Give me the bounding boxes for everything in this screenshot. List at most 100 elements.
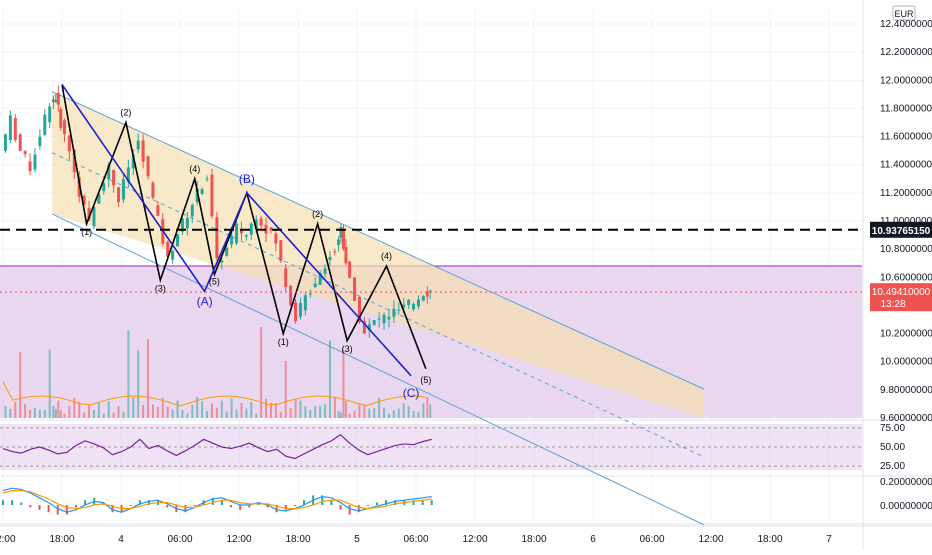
macd-tick-label: 0.20000000 bbox=[880, 477, 932, 488]
candle-body bbox=[284, 268, 288, 288]
candle-body bbox=[289, 285, 293, 306]
channels bbox=[51, 91, 705, 526]
volume-bar bbox=[245, 408, 248, 418]
macd-line bbox=[2, 487, 432, 513]
volume-bar bbox=[142, 404, 145, 418]
rsi-line bbox=[2, 433, 432, 460]
y-tick-label: 11.60000000 bbox=[880, 132, 932, 143]
volume-bar bbox=[9, 408, 12, 418]
candle-body bbox=[151, 182, 155, 198]
volume-bars bbox=[2, 326, 432, 418]
volume-bar bbox=[24, 404, 27, 418]
volume-bar bbox=[19, 352, 22, 418]
candle-body bbox=[377, 318, 381, 320]
volume-bar bbox=[38, 409, 41, 418]
macd-hist-bar bbox=[47, 505, 50, 513]
volume-bar bbox=[304, 406, 307, 418]
volume-bar bbox=[57, 400, 60, 418]
candle-body bbox=[362, 320, 366, 334]
macd-hist-bar bbox=[321, 495, 324, 505]
volume-bar bbox=[102, 413, 105, 418]
candle-body bbox=[38, 136, 42, 146]
x-tick-label: 06:00 bbox=[639, 534, 664, 545]
rsi-tick-label: 25.00 bbox=[880, 461, 905, 472]
macd-hist-bar bbox=[74, 505, 77, 508]
rsi-panel: 75.00 50.00 25.00 bbox=[0, 423, 905, 472]
candle-body bbox=[328, 256, 332, 260]
volume-bar bbox=[255, 413, 258, 418]
volume-bar bbox=[269, 402, 272, 418]
wave-label: (3) bbox=[342, 344, 353, 354]
x-tick-label: 18:00 bbox=[521, 534, 546, 545]
volume-bar bbox=[340, 412, 343, 418]
volume-bar bbox=[171, 409, 174, 418]
candle-body bbox=[254, 219, 258, 230]
volume-bar bbox=[417, 412, 420, 418]
candle-body bbox=[412, 304, 416, 310]
volume-bar bbox=[314, 405, 317, 418]
volume-bar bbox=[383, 407, 386, 418]
volume-bar bbox=[54, 409, 57, 418]
x-tick-label: 18:00 bbox=[285, 534, 310, 545]
wave-lines bbox=[61, 84, 427, 377]
macd-hist-bar bbox=[193, 505, 196, 506]
volume-bar bbox=[328, 340, 331, 418]
candle-body bbox=[259, 218, 263, 226]
candle-body bbox=[102, 183, 106, 192]
candle-body bbox=[146, 156, 150, 177]
currency-label: EUR bbox=[894, 9, 914, 19]
volume-bar bbox=[112, 412, 115, 418]
volume-bar bbox=[201, 400, 204, 418]
x-tick-label: 18:00 bbox=[757, 534, 782, 545]
wave-label: (2) bbox=[312, 209, 323, 219]
candle-body bbox=[298, 303, 302, 317]
candle-body bbox=[67, 135, 71, 152]
volume-bar bbox=[324, 404, 327, 418]
macd-hist-bar bbox=[129, 505, 132, 506]
candle-body bbox=[205, 178, 209, 180]
volume-bar bbox=[397, 408, 400, 418]
wave-labels: (1) (2) (3) (4) (5) (1) (2) (3) (4) (5) (A) (B) (C) bbox=[81, 107, 431, 399]
candle-body bbox=[402, 304, 406, 308]
volume-bar bbox=[14, 401, 17, 418]
dashed-level-label: 10.93765150 bbox=[872, 226, 931, 237]
candle-body bbox=[13, 117, 17, 140]
macd-hist-bar bbox=[421, 500, 424, 505]
volume-bar bbox=[97, 402, 100, 418]
volume-bar bbox=[196, 396, 199, 418]
candle-body bbox=[156, 205, 160, 216]
volume-bar bbox=[166, 406, 169, 418]
macd-hist-bar bbox=[239, 505, 242, 510]
volume-bar bbox=[52, 405, 55, 418]
y-tick-label: 10.20000000 bbox=[880, 329, 932, 340]
macd-hist-bar bbox=[29, 505, 32, 508]
y-tick-label: 12.40000000 bbox=[880, 19, 932, 30]
candle-body bbox=[318, 272, 322, 285]
volume-bar bbox=[368, 408, 371, 418]
y-tick-label: 10.00000000 bbox=[880, 357, 932, 368]
candle-body bbox=[348, 261, 352, 278]
volume-bar bbox=[176, 400, 179, 418]
candle-body bbox=[97, 194, 101, 204]
volume-bar bbox=[235, 409, 238, 418]
macd-tick-label: 0.00000000 bbox=[880, 501, 932, 512]
candle-body bbox=[87, 207, 91, 221]
macd-hist-bar bbox=[348, 505, 351, 515]
candle-body bbox=[77, 177, 81, 197]
volume-bar bbox=[220, 400, 223, 418]
y-tick-label: 11.40000000 bbox=[880, 160, 932, 171]
volume-bar bbox=[426, 396, 429, 418]
candle-body bbox=[126, 167, 130, 182]
candle-body bbox=[323, 268, 327, 274]
current-price-label: 10.49410000 bbox=[872, 287, 931, 298]
y-tick-label: 11.80000000 bbox=[880, 103, 932, 114]
candle-body bbox=[274, 233, 278, 244]
volume-bar bbox=[186, 413, 189, 418]
candle-body bbox=[166, 241, 170, 257]
candle-body bbox=[72, 149, 76, 173]
time-axis[interactable]: 12:00 18:00 4 06:00 12:00 18:00 5 06:00 12:00 18:… bbox=[0, 525, 932, 545]
macd-hist-bar bbox=[430, 500, 433, 505]
